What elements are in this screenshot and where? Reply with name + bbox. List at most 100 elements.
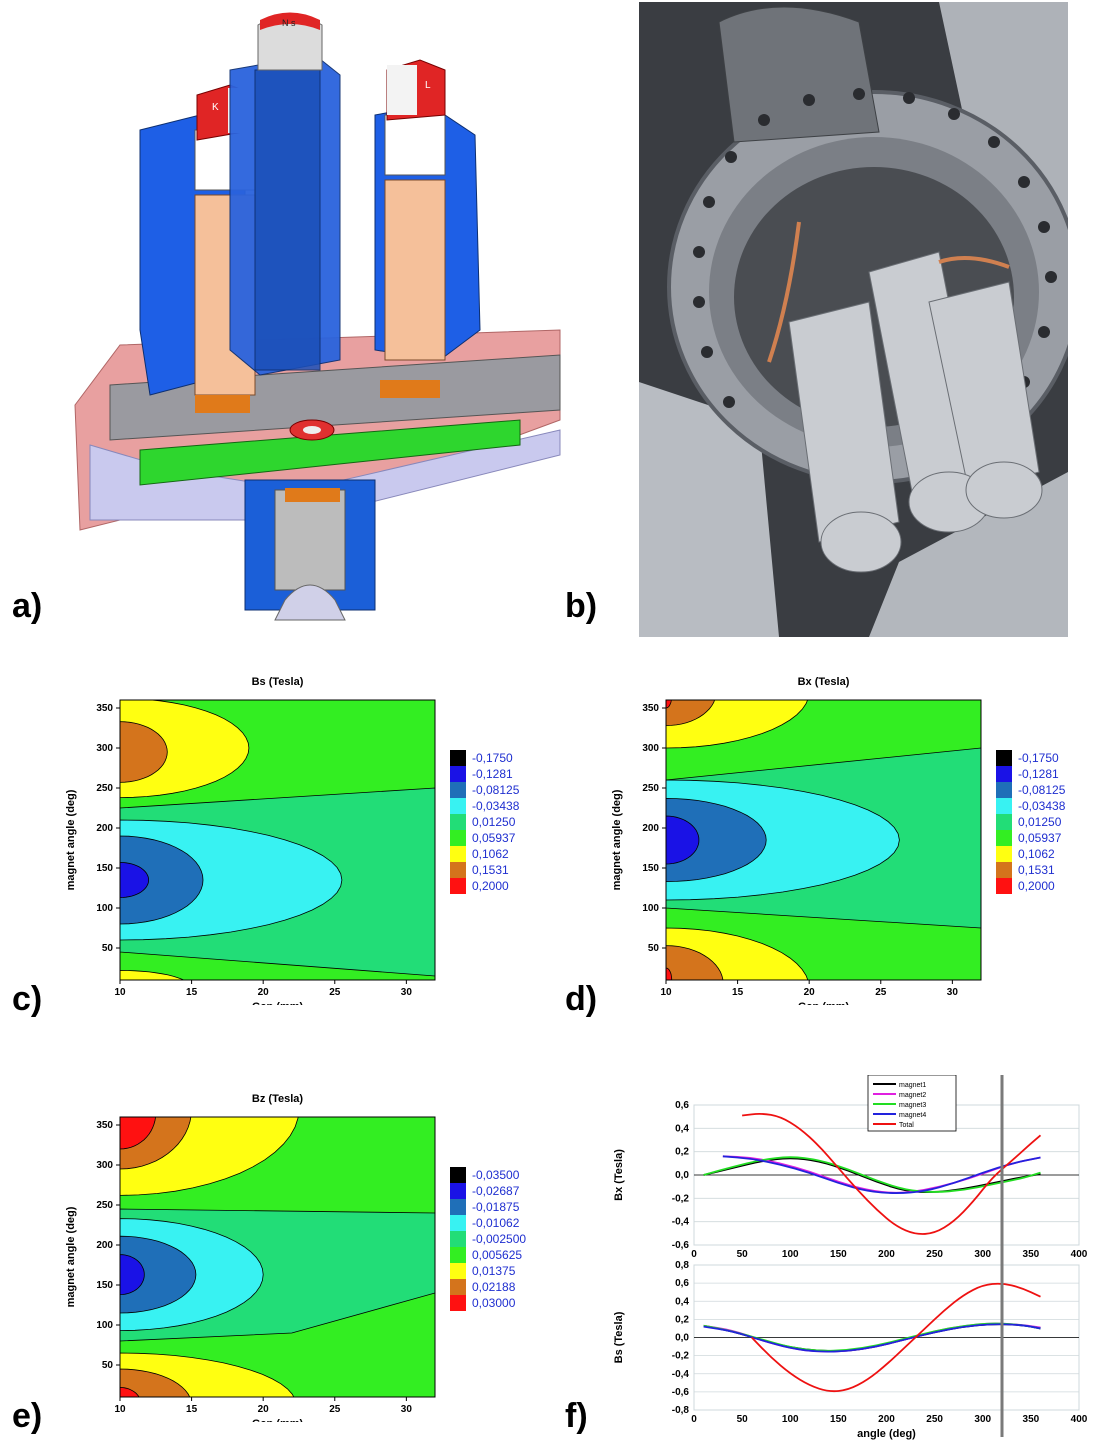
y-tick-label: -0,8 [672, 1405, 690, 1416]
x-tick-label: 10 [660, 987, 672, 998]
colorbar-label: 0,05937 [1018, 831, 1062, 845]
colorbar-label: 0,1062 [1018, 847, 1055, 861]
series-line-magnet1 [703, 1157, 1041, 1193]
contour-fill [666, 700, 981, 980]
colorbar-label: 0,1531 [472, 863, 509, 877]
center-magnet-cap-red [260, 12, 320, 30]
colorbar-swatch [450, 1199, 466, 1215]
x-tick-label: 15 [186, 987, 198, 998]
x-tick-label: 350 [1023, 1249, 1040, 1260]
legend-entry: magnet3 [899, 1102, 926, 1109]
colorbar-label: -0,08125 [472, 783, 520, 797]
legend-entry: Total [899, 1122, 914, 1129]
x-tick-label: 20 [804, 987, 816, 998]
colorbar-label: -0,03438 [1018, 799, 1066, 813]
y-tick-label: -0,2 [672, 1351, 690, 1362]
y-tick-label: 0,2 [675, 1147, 689, 1158]
colorbar-swatch [450, 1167, 466, 1183]
x-tick-label: 30 [401, 987, 413, 998]
colorbar-label: 0,1062 [472, 847, 509, 861]
colorbar-label: 0,01250 [1018, 815, 1062, 829]
series-line-magnet4 [703, 1323, 1041, 1353]
x-tick-label: 20 [258, 1404, 270, 1415]
colorbar-swatch [450, 750, 466, 766]
x-axis-label: Gap (mm) [798, 1001, 850, 1005]
colorbar-swatch [450, 814, 466, 830]
contour-band-orange [120, 721, 168, 783]
right-column-top [384, 114, 446, 176]
x-tick-label: 30 [947, 987, 959, 998]
y-axis-label: Bx (Tesla) [613, 1149, 625, 1201]
plot-frame [119, 1116, 436, 1398]
contour-band-red-bottom [666, 967, 673, 980]
colorbar-swatch [450, 1295, 466, 1311]
x-tick-label: 25 [875, 987, 887, 998]
y-tick-label: 300 [96, 743, 113, 754]
contour-band-red-top [666, 700, 672, 709]
panel-label-a: a) [12, 587, 43, 625]
plot-title: Bx (Tesla) [798, 676, 850, 688]
colorbar-label: 0,05937 [472, 831, 516, 845]
plot-title: Bs (Tesla) [252, 676, 304, 688]
y-tick-label: 0,4 [675, 1123, 689, 1134]
y-tick-label: 0,8 [675, 1260, 689, 1271]
legend-entry: magnet1 [899, 1082, 926, 1089]
sled-block [109, 354, 561, 441]
cad-magnet-letter-right: L [425, 80, 431, 91]
colorbar-label: -0,1281 [1018, 767, 1059, 781]
colorbar-swatch [450, 1263, 466, 1279]
y-tick-label: 0,0 [675, 1333, 689, 1344]
y-tick-label: -0,6 [672, 1387, 690, 1398]
contour-band-yellow-bottom [120, 969, 185, 980]
x-tick-label: 300 [974, 1249, 991, 1260]
x-tick-label: 15 [732, 987, 744, 998]
series-line-total [742, 1112, 1042, 1235]
y-tick-label: 250 [96, 1200, 113, 1211]
contour-band-orange-bottom [120, 1368, 191, 1397]
y-tick-label: 50 [102, 943, 114, 954]
y-tick-label: 200 [96, 1240, 113, 1251]
x-tick-label: 200 [878, 1414, 895, 1425]
y-tick-label: 150 [96, 863, 113, 874]
y-tick-label: 0,0 [675, 1170, 689, 1181]
colorbar-label: -0,03438 [472, 799, 520, 813]
y-tick-label: 350 [96, 1120, 113, 1131]
x-tick-label: 10 [114, 987, 126, 998]
y-tick-label: 300 [642, 743, 659, 754]
colorbar-swatch [450, 830, 466, 846]
colorbar-swatch [450, 1215, 466, 1231]
colorbar-swatch [996, 846, 1012, 862]
plot-title: Bz (Tesla) [252, 1093, 303, 1105]
y-tick-label: 0,4 [675, 1296, 689, 1307]
bearing-left [195, 395, 250, 413]
contour-plot-bx: Bx (Tesla) 10 15 20 25 30 50 100 150 200 250 300 350… [611, 676, 1066, 1005]
y-tick-label: 50 [102, 1360, 114, 1371]
x-axis-label: Gap (mm) [252, 1001, 304, 1005]
colorbar-label: -0,02687 [472, 1184, 520, 1198]
y-tick-label: 0,2 [675, 1314, 689, 1325]
x-tick-label: 15 [186, 1404, 198, 1415]
y-tick-label: 150 [96, 1280, 113, 1291]
contour-plot-bs: Bs (Tesla) 10 15 20 25 30 50 100 150 200 250 300 350… [65, 676, 520, 1005]
x-tick-label: 150 [830, 1249, 847, 1260]
colorbar-label: -0,1750 [1018, 751, 1059, 765]
contour-band-midblue [120, 835, 204, 925]
y-tick-label: 100 [96, 903, 113, 914]
colorbar-swatch [450, 878, 466, 894]
x-axis-label: angle (deg) [857, 1428, 916, 1440]
colorbar-swatch [450, 1279, 466, 1295]
legend: magnet1 magnet2 magnet3 magnet4 Total [867, 1075, 957, 1132]
y-axis-label: magnet angle (deg) [611, 789, 623, 890]
colorbar-label: 0,01250 [472, 815, 516, 829]
y-tick-label: 0,6 [675, 1100, 689, 1111]
colorbar-swatch [450, 1247, 466, 1263]
panel-label-f: f) [565, 1397, 588, 1435]
x-tick-label: 30 [401, 1404, 413, 1415]
y-tick-label: 100 [642, 903, 659, 914]
y-tick-label: 350 [642, 703, 659, 714]
colorbar-swatch [996, 798, 1012, 814]
contour-band-blue [120, 861, 150, 899]
x-tick-label: 200 [878, 1249, 895, 1260]
colorbar-swatch [996, 830, 1012, 846]
contour-plot-bz: Bz (Tesla) 10 15 20 25 30 50 100 150 200 250 300 350… [65, 1093, 526, 1422]
